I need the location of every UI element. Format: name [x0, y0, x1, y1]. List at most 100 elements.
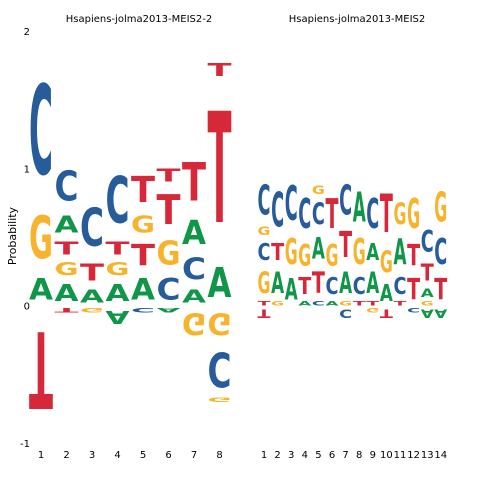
logo-letter-t: T: [55, 238, 79, 259]
logo-letter-t: T: [366, 300, 380, 307]
logo-letter-a: A: [298, 300, 311, 307]
logo-letter-a: A: [106, 307, 131, 327]
logo-letter-a: A: [182, 286, 207, 306]
logo-letter-a: A: [326, 300, 339, 307]
logo-letter-g: G: [157, 235, 181, 273]
logo-letter-a: A: [182, 213, 206, 252]
logo-letter-a: A: [421, 287, 435, 300]
logo-letter-c: C: [271, 184, 284, 238]
logo-letter-g: G: [421, 300, 434, 307]
logo-letter-t: T: [208, 59, 232, 80]
x-tick-label: 3: [89, 450, 95, 461]
logo-letter-a: A: [285, 273, 298, 307]
logo-letter-g: G: [29, 204, 53, 272]
x-tick-label: 5: [315, 450, 321, 461]
logo-position-stack: AGC: [285, 178, 298, 307]
logo-letter-t: T: [339, 225, 352, 266]
y-axis: -1 0 1 2: [20, 27, 30, 450]
y-tick-label: 2: [24, 27, 30, 38]
logo-letter-t: T: [131, 170, 155, 211]
logo-letter-t: T: [258, 300, 272, 307]
logo-letter-c: C: [434, 231, 447, 273]
logo-letter-g: G: [407, 191, 420, 239]
x-tick-label: 7: [191, 450, 197, 461]
logo-letter-t: T: [106, 238, 130, 259]
x-tick-label: 4: [302, 450, 308, 461]
logo-letter-g: G: [258, 225, 271, 238]
logo-letter-t: T: [312, 265, 325, 299]
logo-letter-a: A: [208, 258, 232, 307]
y-axis-label: Probability: [6, 206, 19, 265]
logo-letter-g: G: [285, 233, 298, 273]
x-tick-label: 8: [356, 450, 362, 461]
logo-position-stack: ATC G: [80, 198, 105, 314]
x-tick-label: 2: [63, 450, 69, 461]
logo-letter-t: T: [80, 259, 105, 286]
x-tick-label: 14: [434, 450, 447, 461]
x-tick-label: 10: [380, 450, 393, 461]
logo-panel: Hsapiens-jolma2013-MEIS2TGCGCT1GATC2AGC3…: [258, 14, 449, 461]
x-tick-label: 4: [114, 450, 120, 461]
logo-panel: Hsapiens-jolma2013-MEIS2-2AGCT1AGTACT2AT…: [29, 14, 232, 461]
logo-letter-c: C: [326, 273, 339, 300]
logo-letter-g: G: [326, 238, 339, 273]
logo-letter-t: T: [271, 239, 284, 266]
x-tick-label: 11: [394, 450, 407, 461]
logo-letter-t: T: [394, 300, 408, 307]
logo-letter-a: A: [312, 231, 325, 265]
logo-letter-g: G: [271, 300, 284, 307]
logo-letter-c: C: [394, 273, 407, 300]
panel-title: Hsapiens-jolma2013-MEIS2-2: [66, 14, 212, 25]
logo-letter-c: C: [339, 178, 352, 225]
logo-letter-g: G: [258, 265, 271, 300]
logo-letter-c: C: [421, 225, 434, 259]
logo-letter-c: C: [55, 163, 79, 211]
logo-letter-t: T: [182, 151, 206, 213]
logo-letter-g: G: [394, 197, 407, 232]
logo-letter-g: G: [339, 300, 352, 307]
logo-letter-t: T: [55, 307, 80, 314]
x-tick-label: 8: [216, 450, 222, 461]
logo-letter-t: T: [326, 190, 339, 239]
logo-letter-c: C: [258, 178, 271, 225]
logo-letter-a: A: [353, 185, 366, 232]
logo-letter-t: T: [421, 260, 434, 287]
logo-letter-c: C: [407, 306, 420, 313]
logo-letter-c: C: [131, 307, 155, 314]
logo-letter-c: C: [312, 300, 325, 307]
x-tick-label: 3: [288, 450, 294, 461]
x-tick-label: 6: [165, 450, 171, 461]
logo-panels: Hsapiens-jolma2013-MEIS2-2AGCT1AGTACT2AT…: [29, 14, 448, 461]
logo-letter-g: G: [208, 307, 232, 341]
logo-letter-a: A: [131, 273, 156, 307]
logo-letter-a: A: [80, 286, 105, 306]
logo-letter-a: A: [339, 266, 352, 300]
logo-letter-t: T: [298, 273, 311, 300]
x-tick-label: 7: [342, 450, 348, 461]
logo-letter-g: G: [55, 259, 79, 279]
logo-letter-a: A: [366, 266, 379, 300]
y-tick-label: -1: [20, 439, 30, 450]
x-tick-label: 1: [38, 450, 44, 461]
logo-letter-c: C: [80, 198, 104, 259]
logo-letter-t: T: [258, 307, 271, 321]
logo-letter-g: G: [131, 211, 155, 238]
x-tick-label: 5: [140, 450, 146, 461]
logo-letter-t: T: [407, 272, 420, 306]
y-tick-label: 1: [24, 164, 30, 175]
logo-letter-t: T: [407, 238, 420, 272]
